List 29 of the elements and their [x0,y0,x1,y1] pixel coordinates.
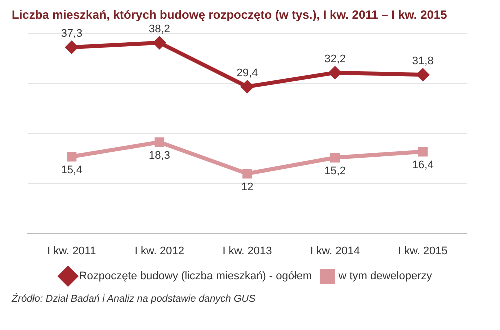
data-label: 16,4 [412,159,434,172]
x-tick-label: I kw. 2011 [48,245,96,258]
point [418,147,428,157]
chart-title: Liczba mieszkań, których budowę rozpoczęto (w tys.), I kw. 2011 – I kw. 2015 [12,8,448,22]
data-label: 15,4 [61,164,83,176]
x-tick-label: I kw. 2014 [310,245,360,258]
point [242,80,254,93]
data-label: 32,2 [324,53,346,66]
point [417,68,430,81]
point [242,169,252,179]
point [154,138,165,148]
data-label: 31,8 [412,55,434,68]
legend-label: Rozpoczęte budowy (liczba mieszkań) - ogółem [79,270,312,283]
point [330,153,340,163]
data-label: 37,3 [61,28,83,40]
data-label: 38,2 [148,24,170,36]
data-label: 29,4 [236,67,258,80]
x-tick-label: I kw. 2015 [398,245,448,258]
data-label: 15,2 [324,165,346,178]
x-tick-label: I kw. 2012 [134,245,184,258]
point [66,41,78,54]
text: Źródło: Dział Badań i Analiz na podstawie danych GUS [12,294,257,305]
point [154,36,166,49]
point [329,66,342,79]
data-label: 12 [241,181,254,194]
x-tick-label: I kw. 2013 [222,245,272,258]
data-label: 18,3 [148,150,170,162]
legend-label: w tym deweloperzy [338,270,433,283]
point [67,152,77,162]
